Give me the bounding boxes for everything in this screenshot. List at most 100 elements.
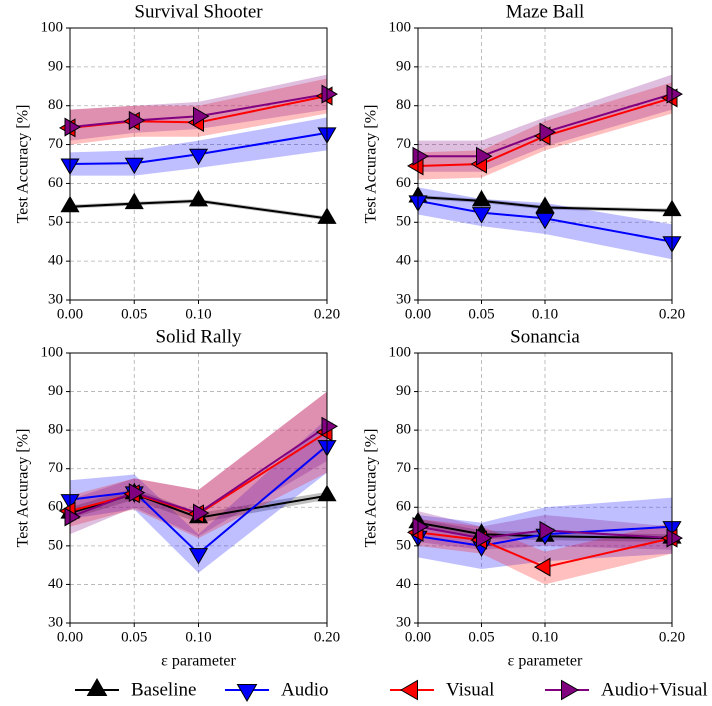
legend-marker <box>236 684 258 703</box>
x-tick-label: 0.05 <box>121 629 147 645</box>
x-tick-label: 0.00 <box>405 629 431 645</box>
y-tick-label: 70 <box>396 460 411 476</box>
y-tick-label: 70 <box>48 136 63 152</box>
series-line <box>70 425 327 518</box>
legend-label: Audio <box>281 679 329 700</box>
x-tick-label: 0.05 <box>468 629 494 645</box>
marker <box>476 146 493 166</box>
axes-frame <box>417 352 673 624</box>
y-tick-label: 70 <box>396 136 411 152</box>
x-tick-label: 0.00 <box>57 629 83 645</box>
marker <box>476 528 493 548</box>
y-tick-label: 90 <box>396 383 411 399</box>
series-line <box>418 96 672 167</box>
marker <box>666 84 684 104</box>
marker <box>539 122 557 142</box>
marker <box>124 157 144 175</box>
legend-marker <box>86 677 108 696</box>
axes-frame <box>417 27 673 301</box>
y-tick-label: 100 <box>41 344 64 360</box>
x-tick-label: 0.10 <box>185 306 211 322</box>
y-tick-label: 30 <box>48 614 63 630</box>
y-tick-label: 100 <box>389 344 412 360</box>
y-tick-label: 70 <box>48 460 63 476</box>
x-tick-label: 0.20 <box>659 306 685 322</box>
x-tick-label: 0.20 <box>314 306 340 322</box>
x-axis-label: ε parameter <box>508 653 583 670</box>
x-tick-label: 0.10 <box>185 629 211 645</box>
x-tick-label: 0.00 <box>405 306 431 322</box>
series-line <box>70 131 327 165</box>
subplot: Survival Shooter Test Accuracy [%] 30 40 50 6… <box>15 1 340 322</box>
marker <box>535 212 555 230</box>
y-tick-label: 80 <box>48 422 63 438</box>
marker <box>321 416 339 436</box>
marker <box>128 110 146 130</box>
chart-title: Survival Shooter <box>134 1 263 22</box>
error-band <box>70 418 327 573</box>
subplot: Solid Rally Test Accuracy [%] ε parameter 3… <box>15 326 340 669</box>
marker <box>64 507 82 527</box>
y-axis-label: Test Accuracy [%] <box>363 105 380 224</box>
series-line <box>70 444 327 555</box>
marker <box>412 146 430 166</box>
marker <box>539 520 557 540</box>
marker <box>128 483 146 503</box>
y-tick-label: 60 <box>48 175 63 191</box>
series-line <box>70 93 327 129</box>
marker <box>471 189 492 207</box>
marker <box>321 84 339 104</box>
y-tick-label: 90 <box>48 58 63 74</box>
legend: Baseline Audio Visual Audio+Visual <box>75 677 708 703</box>
x-axis-label: ε parameter <box>161 653 236 670</box>
y-tick-label: 50 <box>396 537 411 553</box>
error-band <box>418 74 672 172</box>
y-tick-label: 30 <box>48 291 63 307</box>
subplot: Sonancia Test Accuracy [%] ε parameter 30 40… <box>363 326 685 669</box>
y-tick-label: 60 <box>396 175 411 191</box>
marker <box>188 548 209 565</box>
x-tick-label: 0.05 <box>121 306 147 322</box>
y-tick-label: 80 <box>396 97 411 113</box>
chart-title: Maze Ball <box>506 1 585 22</box>
y-tick-label: 30 <box>396 614 411 630</box>
marker <box>188 148 209 166</box>
series-line <box>418 525 672 547</box>
y-tick-label: 100 <box>41 19 64 35</box>
y-axis-label: Test Accuracy [%] <box>363 429 380 548</box>
y-axis-label: Test Accuracy [%] <box>15 105 32 224</box>
marker <box>188 189 209 207</box>
series-line <box>418 525 672 540</box>
marker <box>666 528 684 548</box>
x-tick-label: 0.00 <box>57 306 83 322</box>
series-line <box>418 93 672 158</box>
plot-area <box>418 74 672 260</box>
y-tick-label: 80 <box>396 422 411 438</box>
y-tick-label: 30 <box>396 291 411 307</box>
y-axis-label: Test Accuracy [%] <box>15 429 32 548</box>
y-tick-label: 50 <box>48 537 63 553</box>
legend-marker <box>399 679 418 701</box>
x-tick-label: 0.10 <box>532 306 558 322</box>
series-line <box>418 196 672 212</box>
marker <box>412 517 430 537</box>
y-tick-label: 60 <box>396 499 411 515</box>
marker <box>193 503 210 523</box>
axes-frame <box>69 27 328 301</box>
y-tick-label: 80 <box>48 97 63 113</box>
y-tick-label: 40 <box>48 253 63 269</box>
y-tick-label: 50 <box>396 214 411 230</box>
legend-label: Audio+Visual <box>601 679 708 700</box>
legend-label: Baseline <box>131 679 196 700</box>
legend-marker <box>561 679 580 701</box>
x-tick-label: 0.10 <box>532 629 558 645</box>
marker <box>471 207 492 224</box>
series-line <box>418 531 672 569</box>
x-tick-label: 0.05 <box>468 306 494 322</box>
marker <box>535 196 555 213</box>
y-tick-label: 60 <box>48 499 63 515</box>
chart-title: Solid Rally <box>155 326 242 347</box>
marker <box>64 117 82 137</box>
y-tick-label: 40 <box>396 576 411 592</box>
